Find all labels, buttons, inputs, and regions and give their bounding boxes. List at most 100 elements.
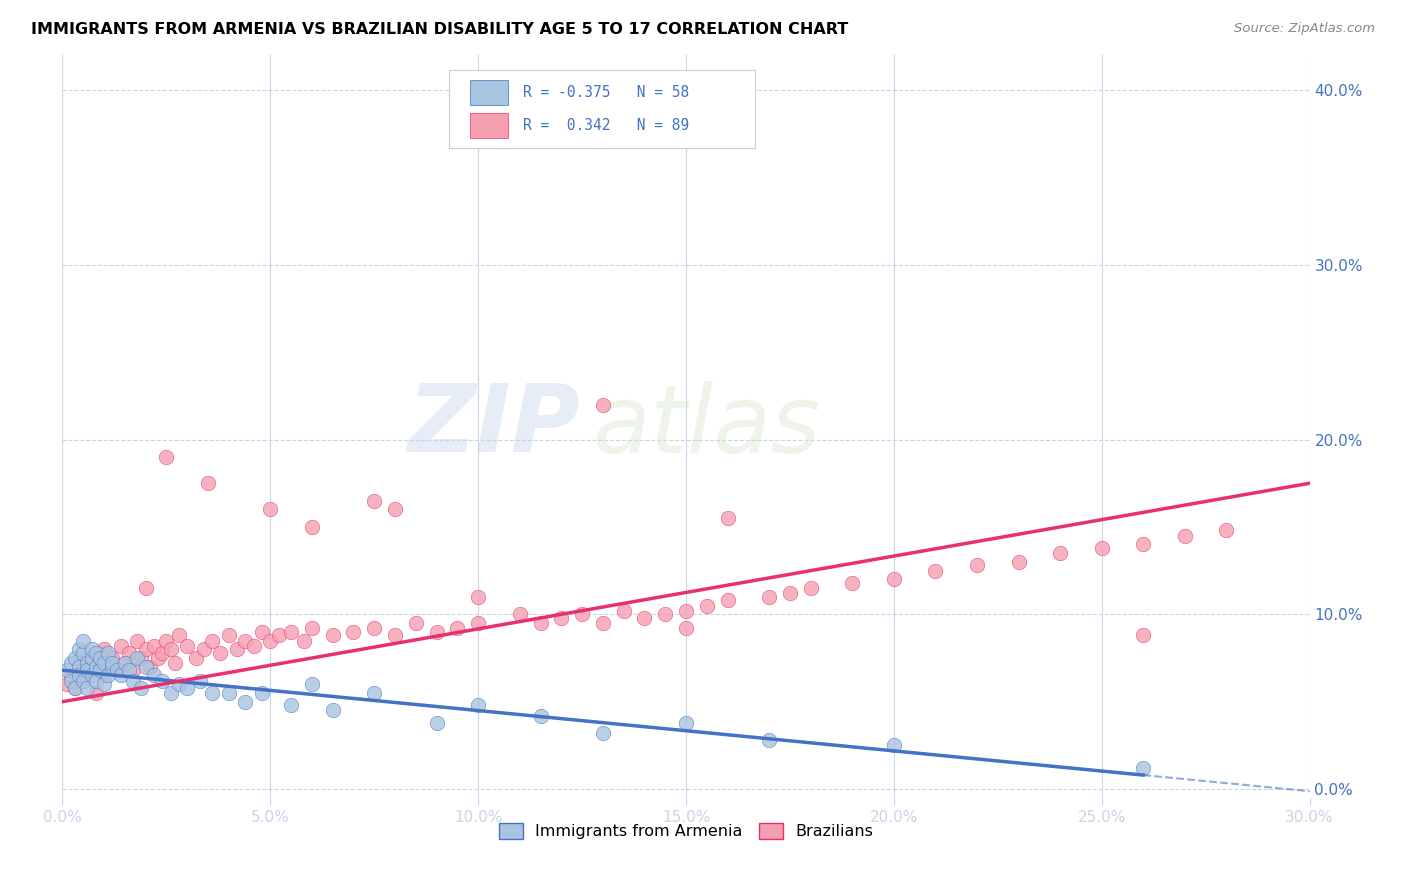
Point (97, 646, 120, 660)
Point (197, 476, 219, 491)
Point (155, 633, 177, 648)
Point (93, 668, 115, 682)
Point (242, 639, 264, 653)
Point (135, 581, 157, 595)
Text: IMMIGRANTS FROM ARMENIA VS BRAZILIAN DISABILITY AGE 5 TO 17 CORRELATION CHART: IMMIGRANTS FROM ARMENIA VS BRAZILIAN DIS… (31, 22, 848, 37)
Point (1132, 628, 1154, 642)
Point (63, 681, 86, 695)
Point (529, 708, 551, 723)
Point (105, 663, 128, 677)
Point (176, 639, 198, 653)
Point (59, 657, 82, 671)
Point (84, 659, 107, 673)
Point (105, 663, 128, 677)
Point (235, 633, 257, 648)
Point (76, 651, 98, 665)
Point (76, 663, 98, 677)
Point (467, 590, 489, 604)
Point (135, 659, 157, 673)
Point (529, 615, 551, 630)
Point (1091, 541, 1114, 555)
Point (59, 673, 82, 688)
Point (110, 668, 132, 682)
Point (363, 493, 385, 508)
Point (209, 646, 232, 660)
Point (883, 573, 905, 587)
Point (235, 695, 257, 709)
Point (883, 739, 905, 753)
Legend: Immigrants from Armenia, Brazilians: Immigrants from Armenia, Brazilians (492, 816, 880, 846)
Point (139, 659, 162, 673)
Point (1132, 537, 1154, 551)
Point (72, 673, 94, 688)
Point (675, 621, 697, 635)
Point (201, 686, 224, 700)
Point (592, 615, 614, 630)
Point (384, 628, 406, 642)
Point (280, 698, 302, 713)
Point (80, 668, 103, 682)
Text: ZIP: ZIP (408, 381, 581, 473)
Point (446, 621, 468, 635)
Point (1132, 761, 1154, 775)
Point (716, 511, 738, 525)
Point (118, 646, 141, 660)
Point (84, 686, 107, 700)
Point (101, 651, 124, 665)
Point (67, 668, 90, 682)
Point (89, 651, 111, 665)
Point (114, 657, 136, 671)
Point (218, 686, 240, 700)
Point (93, 642, 115, 657)
Point (80, 651, 103, 665)
Point (1215, 524, 1237, 538)
Point (675, 604, 697, 618)
Point (127, 633, 149, 648)
Point (72, 673, 94, 688)
Bar (470, 113, 508, 138)
Point (509, 607, 531, 622)
Point (363, 686, 385, 700)
Point (114, 657, 136, 671)
Bar (470, 79, 508, 105)
Point (1049, 546, 1071, 560)
Point (292, 633, 315, 648)
Point (97, 668, 120, 682)
Point (84, 657, 107, 671)
Point (110, 639, 132, 653)
Point (592, 398, 614, 412)
Point (80, 642, 103, 657)
Point (150, 646, 173, 660)
Point (467, 698, 489, 713)
Point (259, 633, 281, 648)
Point (675, 715, 697, 730)
Point (93, 677, 115, 691)
Point (159, 642, 181, 657)
Point (193, 642, 215, 657)
Point (80, 663, 103, 677)
Point (63, 681, 86, 695)
FancyBboxPatch shape (449, 70, 755, 148)
Point (363, 621, 385, 635)
Point (426, 624, 449, 639)
Point (72, 646, 94, 660)
Point (101, 659, 124, 673)
Text: Source: ZipAtlas.com: Source: ZipAtlas.com (1234, 22, 1375, 36)
Point (250, 624, 273, 639)
Point (76, 681, 98, 695)
Point (97, 659, 120, 673)
Point (55, 663, 77, 677)
Point (159, 686, 181, 700)
Text: R = -0.375   N = 58: R = -0.375 N = 58 (523, 85, 689, 100)
Point (218, 628, 240, 642)
Point (405, 615, 427, 630)
Point (188, 673, 211, 688)
Point (201, 633, 224, 648)
Point (550, 611, 572, 625)
Point (696, 599, 718, 613)
Point (63, 651, 86, 665)
Point (322, 628, 344, 642)
Point (613, 604, 636, 618)
Point (93, 657, 115, 671)
Point (716, 593, 738, 607)
